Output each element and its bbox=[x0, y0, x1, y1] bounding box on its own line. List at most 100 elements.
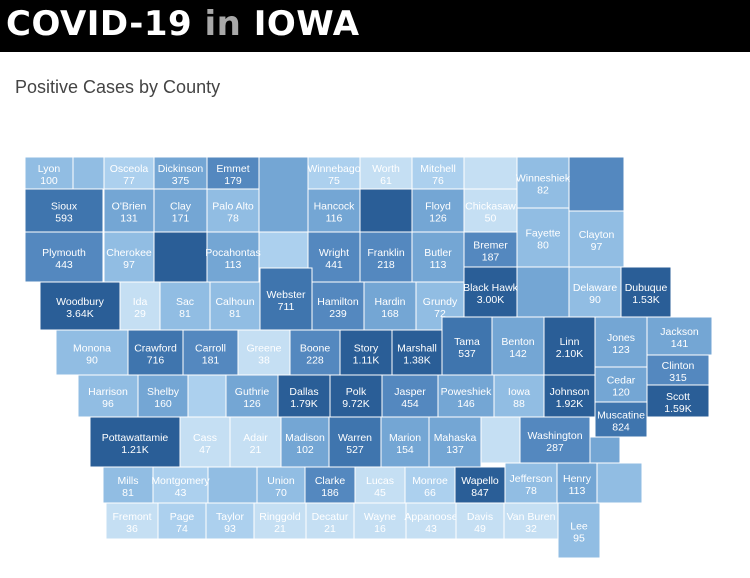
county-appanoose[interactable] bbox=[405, 502, 457, 540]
county-bremer[interactable] bbox=[463, 231, 518, 268]
county-pocahontas[interactable] bbox=[206, 231, 260, 283]
county-monona-label: Monona bbox=[73, 343, 111, 355]
county-clarke[interactable] bbox=[304, 466, 356, 504]
county-dickinson-value: 375 bbox=[172, 175, 190, 187]
county-davis-value: 49 bbox=[474, 523, 486, 535]
county-dallas-value: 1.79K bbox=[290, 398, 317, 410]
county-page[interactable] bbox=[157, 502, 207, 540]
county-plymouth[interactable] bbox=[24, 231, 104, 283]
county-region-4[interactable] bbox=[153, 231, 208, 283]
county-clinton-label: Clinton bbox=[662, 360, 695, 372]
county-boone-label: Boone bbox=[300, 343, 331, 355]
county-cherokee[interactable] bbox=[103, 231, 155, 283]
county-muscatine[interactable] bbox=[594, 401, 648, 438]
county-iowa[interactable] bbox=[493, 374, 545, 418]
county-shelby[interactable] bbox=[137, 374, 189, 418]
county-hamilton-value: 239 bbox=[329, 308, 347, 320]
county-webster[interactable] bbox=[259, 267, 313, 331]
county-monroe[interactable] bbox=[404, 466, 456, 504]
county-crawford-label: Crawford bbox=[134, 343, 177, 355]
county-region-8[interactable] bbox=[187, 374, 227, 418]
county-jasper[interactable] bbox=[381, 374, 439, 418]
county-lee[interactable] bbox=[557, 502, 601, 559]
county-region-3[interactable] bbox=[568, 156, 625, 212]
county-webster-value: 711 bbox=[278, 301, 295, 313]
county-cedar[interactable] bbox=[594, 366, 648, 403]
county-jones-value: 123 bbox=[612, 344, 630, 356]
county-region-12[interactable] bbox=[596, 462, 643, 504]
county-floyd[interactable] bbox=[411, 188, 465, 233]
county-johnson[interactable] bbox=[543, 374, 596, 418]
county-dickinson[interactable] bbox=[153, 156, 208, 190]
county-sac-label: Sac bbox=[176, 296, 194, 308]
county-marion[interactable] bbox=[380, 416, 430, 468]
county-wright-label: Wright bbox=[319, 247, 349, 259]
county-region-2[interactable] bbox=[463, 156, 518, 190]
county-region-5[interactable] bbox=[258, 231, 309, 269]
county-adair[interactable] bbox=[229, 416, 282, 468]
county-fremont-value: 36 bbox=[126, 523, 138, 535]
county-emmet[interactable] bbox=[206, 156, 260, 190]
county-region-10[interactable] bbox=[589, 436, 621, 464]
county-clayton[interactable] bbox=[568, 210, 625, 268]
county-warren-value: 527 bbox=[346, 444, 364, 456]
county-hamilton[interactable] bbox=[311, 281, 365, 331]
county-region-7[interactable] bbox=[516, 266, 570, 318]
county-dallas[interactable] bbox=[277, 374, 331, 418]
county-johnson-value: 1.92K bbox=[556, 398, 583, 410]
county-polk-value: 9.72K bbox=[342, 398, 369, 410]
county-montgomery[interactable] bbox=[152, 466, 209, 504]
county-jackson[interactable] bbox=[646, 316, 713, 356]
county-palo-alto[interactable] bbox=[206, 188, 260, 233]
county-clay-value: 171 bbox=[172, 213, 190, 225]
county-cass[interactable] bbox=[179, 416, 231, 468]
county-tama-label: Tama bbox=[454, 336, 480, 348]
county-poweshiek[interactable] bbox=[437, 374, 495, 418]
county-region-11[interactable] bbox=[207, 466, 258, 504]
county-monroe-value: 66 bbox=[424, 487, 436, 499]
county-clayton-value: 97 bbox=[591, 241, 603, 253]
county-harrison[interactable] bbox=[77, 374, 139, 418]
county-cedar-value: 120 bbox=[612, 387, 630, 399]
county-linn[interactable] bbox=[543, 316, 596, 376]
county-washington[interactable] bbox=[519, 416, 591, 464]
county-sioux[interactable] bbox=[24, 188, 104, 233]
county-black-hawk[interactable] bbox=[463, 266, 518, 318]
county-henry[interactable] bbox=[556, 462, 598, 504]
county-hancock-value: 116 bbox=[326, 213, 343, 225]
county-adair-label: Adair bbox=[243, 432, 268, 444]
county-fayette-value: 80 bbox=[537, 240, 549, 252]
county-region-9[interactable] bbox=[480, 416, 521, 464]
county-butler[interactable] bbox=[411, 231, 465, 283]
county-wayne[interactable] bbox=[353, 502, 407, 540]
county-region-1[interactable] bbox=[258, 156, 309, 233]
county-dubuque[interactable] bbox=[620, 266, 672, 318]
county-cherokee-value: 97 bbox=[123, 259, 135, 271]
county-guthrie[interactable] bbox=[225, 374, 279, 418]
county-washington-label: Washington bbox=[527, 430, 582, 442]
county-scott[interactable] bbox=[646, 384, 710, 418]
county-mitchell-label: Mitchell bbox=[420, 163, 456, 175]
county-clay[interactable] bbox=[153, 188, 208, 233]
county-region-0[interactable] bbox=[72, 156, 105, 190]
county-woodbury[interactable] bbox=[39, 281, 121, 331]
county-winnebago[interactable] bbox=[307, 156, 361, 190]
county-bremer-label: Bremer bbox=[473, 240, 508, 252]
county-chickasaw[interactable] bbox=[463, 188, 518, 233]
county-madison-label: Madison bbox=[285, 432, 325, 444]
county-clinton[interactable] bbox=[646, 354, 710, 386]
county-hancock[interactable] bbox=[307, 188, 361, 233]
county-tama[interactable] bbox=[441, 316, 493, 376]
county-taylor[interactable] bbox=[205, 502, 255, 540]
county-madison[interactable] bbox=[280, 416, 330, 468]
county-warren[interactable] bbox=[328, 416, 382, 468]
county-mitchell[interactable] bbox=[411, 156, 465, 190]
county-lyon[interactable] bbox=[24, 156, 74, 190]
county-union[interactable] bbox=[256, 466, 306, 504]
county-van-buren[interactable] bbox=[503, 502, 559, 540]
county-region-6[interactable] bbox=[359, 188, 413, 233]
county-davis[interactable] bbox=[455, 502, 505, 540]
county-delaware[interactable] bbox=[568, 266, 622, 318]
county-fayette[interactable] bbox=[516, 207, 570, 268]
county-winneshiek[interactable] bbox=[516, 156, 570, 209]
